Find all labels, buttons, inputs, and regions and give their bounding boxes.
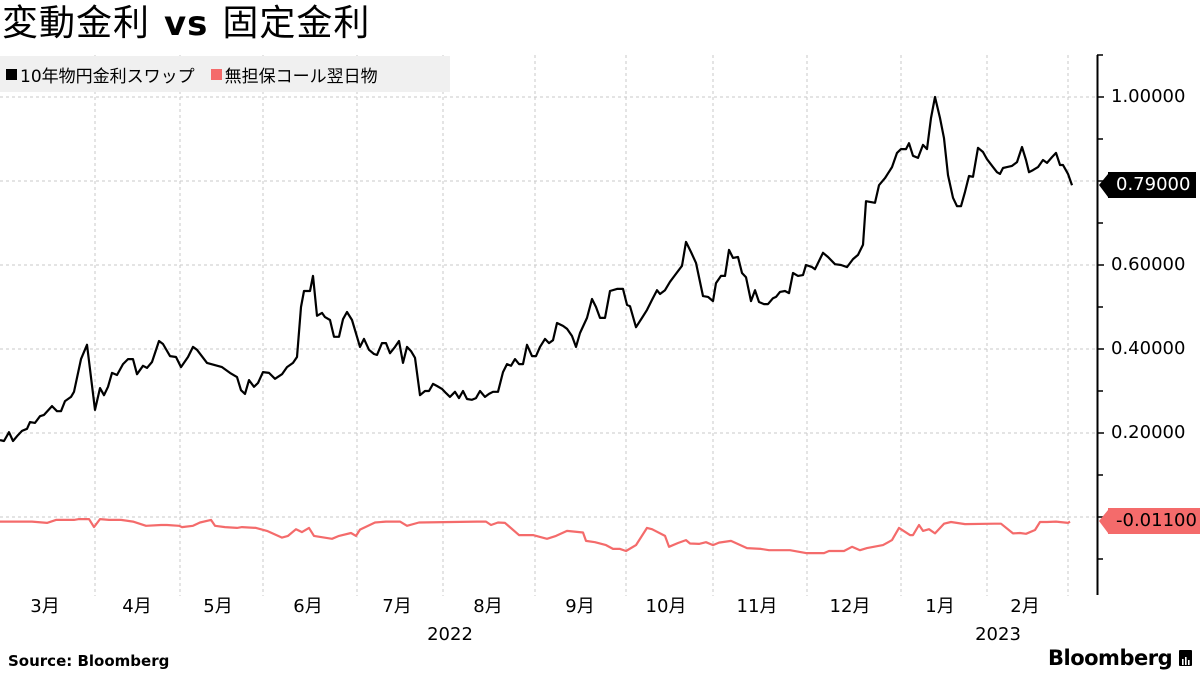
call-last-value-badge: -0.01100 [1108, 508, 1200, 534]
title-right: 固定金利 [222, 3, 371, 44]
legend-label-swap: 10年物円金利スワップ [20, 66, 195, 87]
x-tick-label: 2月 [1010, 596, 1040, 617]
title-left: 変動金利 [2, 3, 151, 44]
swap-rate-line [0, 95, 1074, 443]
legend-swatch-call [210, 68, 222, 80]
horizontal-gridlines [0, 96, 1097, 518]
brand-text: Bloomberg [1048, 646, 1173, 670]
y-tick-label-0.2: 0.20000 [1111, 422, 1186, 443]
x-tick-label: 5月 [203, 596, 233, 617]
x-tick-label: 12月 [829, 596, 871, 617]
x-tick-label: 4月 [122, 596, 152, 617]
bloomberg-logo: Bloomberg [1048, 646, 1193, 670]
title-vs: vs [164, 4, 209, 44]
source-note: Source: Bloomberg [8, 652, 170, 670]
swap-badge-pointer [1099, 174, 1108, 197]
x-tick-label: 6月 [293, 596, 323, 617]
vertical-gridlines [94, 55, 1069, 596]
legend-item-swap: 10年物円金利スワップ [6, 62, 195, 87]
x-tick-label: 7月 [382, 596, 412, 617]
swap-last-value-badge: 0.79000 [1108, 172, 1197, 198]
x-tick-label: 9月 [565, 596, 595, 617]
legend-swatch-swap [6, 68, 17, 80]
x-tick-label: 11月 [736, 596, 778, 617]
legend-label-call: 無担保コール翌日物 [224, 66, 378, 87]
legend: 10年物円金利スワップ 無担保コール翌日物 [0, 56, 450, 92]
y-tick-label-1: 1.00000 [1111, 86, 1186, 107]
year-label: 2022 [427, 624, 473, 645]
y-axis-ticks [1097, 54, 1104, 560]
x-tick-label: 1月 [925, 596, 955, 617]
legend-item-call: 無担保コール翌日物 [210, 62, 378, 87]
bloomberg-chart-icon [1179, 650, 1193, 666]
y-tick-label-0.6: 0.60000 [1111, 254, 1186, 275]
call-badge-pointer [1099, 510, 1108, 533]
x-tick-label: 3月 [30, 596, 60, 617]
chart-title: 変動金利 vs 固定金利 [2, 0, 370, 48]
call-rate-line [0, 517, 1071, 555]
x-tick-label: 8月 [473, 596, 503, 617]
x-tick-label: 10月 [645, 596, 687, 617]
y-tick-label-0.4: 0.40000 [1111, 338, 1186, 359]
year-label: 2023 [975, 624, 1021, 645]
